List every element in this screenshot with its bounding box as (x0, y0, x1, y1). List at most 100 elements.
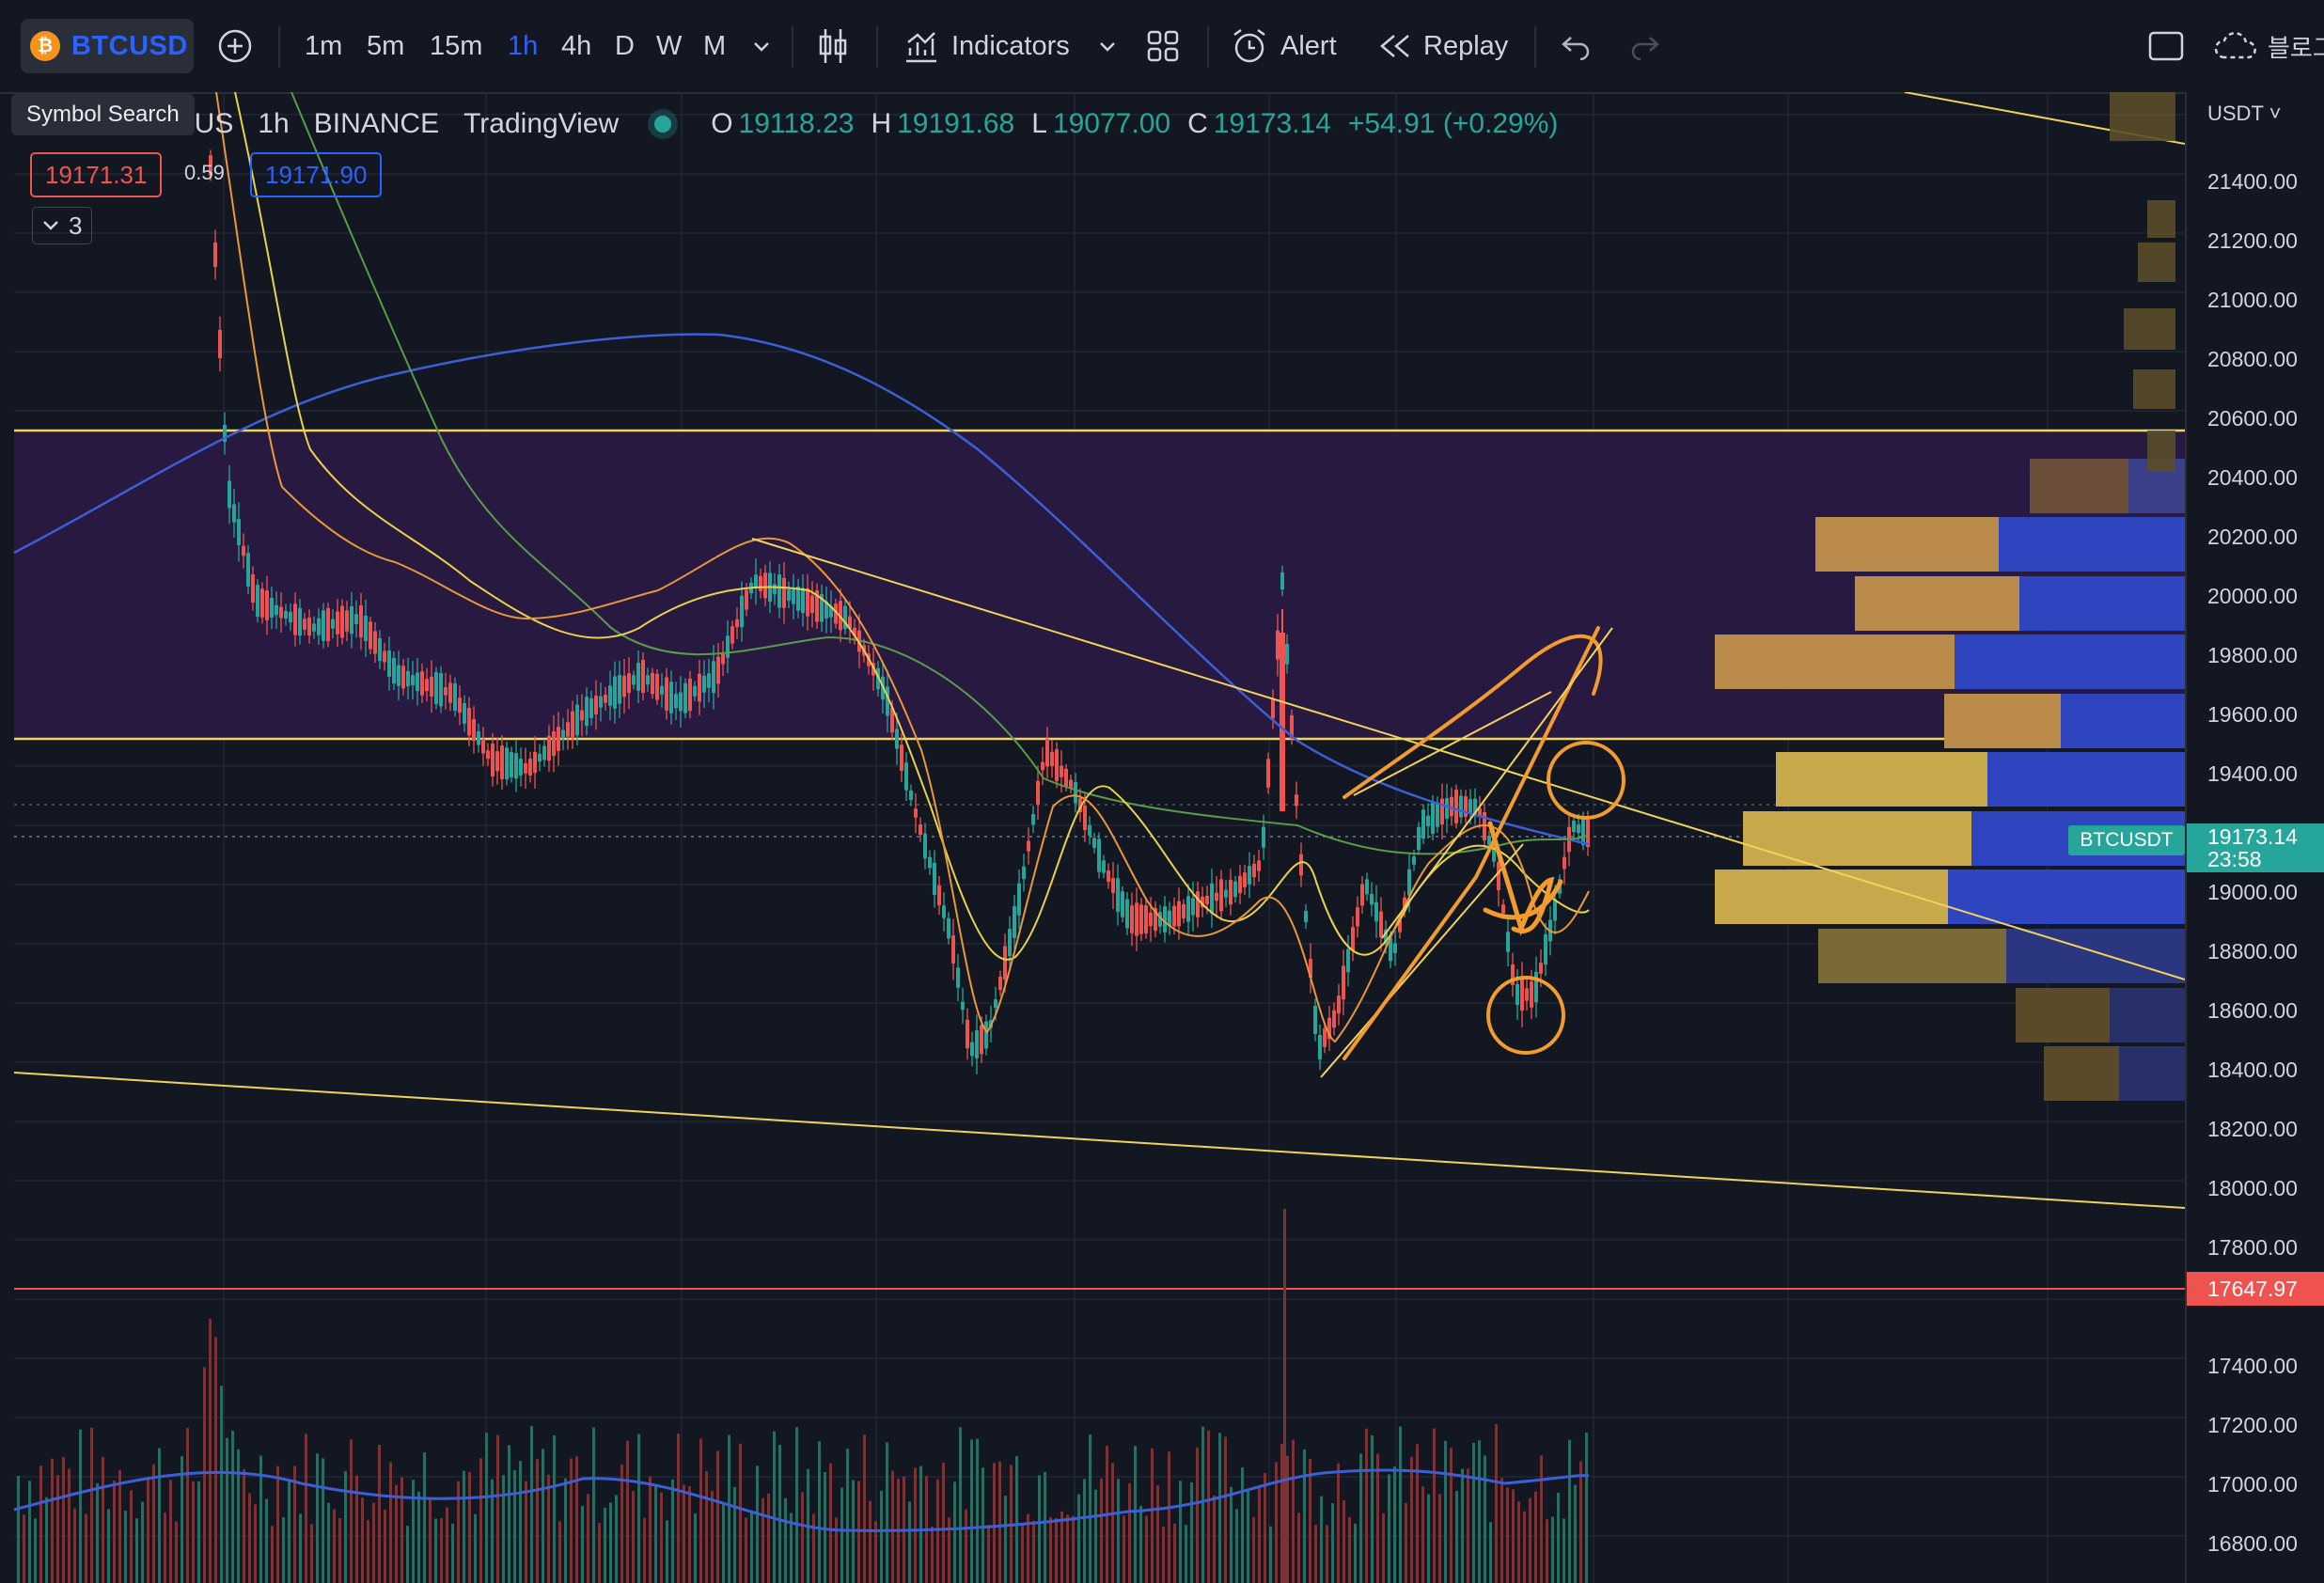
volume-bar (863, 1434, 866, 1583)
symbol-label: BTCUSD (71, 30, 188, 61)
candle-body (322, 610, 325, 641)
timeframe-15m[interactable]: 15m (430, 30, 483, 61)
sell-price-button[interactable]: 19171.31 (30, 152, 163, 197)
volume-bar (118, 1469, 121, 1583)
timeframe-1h[interactable]: 1h (508, 30, 539, 61)
candle-body (411, 675, 415, 686)
volume-bar (880, 1490, 883, 1583)
candle-body (702, 675, 706, 693)
timeframe-d[interactable]: D (615, 30, 635, 61)
candle-body (777, 574, 781, 608)
volume-bar (479, 1458, 482, 1583)
layout-grid-icon[interactable] (1145, 0, 1181, 92)
volume-bar (237, 1449, 240, 1583)
candle-body (378, 638, 382, 661)
volume-bar (626, 1440, 629, 1583)
volume-bar (570, 1458, 573, 1583)
candle-body (1191, 898, 1195, 916)
volume-bar (141, 1501, 144, 1583)
fullscreen-icon[interactable] (2147, 0, 2185, 92)
volume-bar (181, 1456, 183, 1583)
volume-bar (1484, 1455, 1486, 1583)
replay-button[interactable]: Replay (1378, 0, 1508, 92)
axis-label: 19800.00 (2207, 643, 2298, 667)
last-price: 19173.14 (2207, 824, 2298, 849)
volume-bar (90, 1427, 93, 1583)
alert-button[interactable]: Alert (1230, 0, 1337, 92)
volume-bar (857, 1481, 860, 1583)
compare-add-icon[interactable] (216, 0, 254, 92)
candle-body (820, 594, 824, 622)
volume-bar (835, 1517, 838, 1583)
publish-button[interactable]: 블로그 (2213, 0, 2324, 92)
chart-canvas[interactable] (0, 92, 2185, 1583)
axis-label: 19000.00 (2207, 880, 2298, 904)
redo-icon[interactable] (1628, 0, 1662, 92)
timeframe-m[interactable]: M (703, 30, 727, 61)
volume-bar (259, 1455, 262, 1583)
candle-body (937, 885, 941, 906)
volume-bar (615, 1495, 618, 1583)
price-axis[interactable]: USDT ˅ 21400.00 21200.00 21000.00 20800.… (2185, 92, 2324, 1583)
undo-icon[interactable] (1559, 0, 1593, 92)
top-toolbar: ₿ BTCUSD 1m 5m 15m 1h 4h D W M Indicator… (0, 0, 2324, 94)
volume-bar (192, 1481, 195, 1583)
market-status-dot[interactable] (654, 116, 672, 133)
candle-body (745, 589, 748, 610)
candle-body (1186, 896, 1190, 922)
candle-body (289, 611, 292, 623)
volume-bar (824, 1471, 826, 1583)
volume-profile-bar (2044, 1046, 2119, 1101)
volume-bar (102, 1457, 104, 1583)
volume-bar (1461, 1468, 1464, 1583)
indicators-button[interactable]: Indicators (903, 0, 1070, 92)
volume-bar (412, 1480, 415, 1583)
volume-bar (1151, 1448, 1154, 1583)
currency-label: USDT (2207, 102, 2264, 125)
timeframe-5m[interactable]: 5m (367, 30, 405, 61)
chevron-down-icon[interactable] (1096, 0, 1119, 92)
timeframe-w[interactable]: W (656, 30, 683, 61)
volume-bar (1399, 1426, 1402, 1583)
candle-body (1243, 872, 1247, 887)
collapse-count: 3 (69, 211, 83, 240)
candle-body (1577, 823, 1580, 834)
legend-interval[interactable]: 1h (258, 108, 290, 139)
indicators-collapse-button[interactable]: 3 (32, 207, 93, 244)
candle-body (919, 823, 922, 836)
volume-bar (1331, 1503, 1334, 1583)
candle-body (1210, 883, 1214, 914)
candle-body (472, 718, 476, 742)
candle-body (425, 679, 429, 692)
candle-body (1111, 878, 1115, 893)
volume-bar (231, 1431, 234, 1583)
volume-bar (891, 1470, 894, 1583)
candle-body (1304, 911, 1308, 922)
symbol-search-button[interactable]: ₿ BTCUSD (21, 19, 194, 73)
candles-icon[interactable] (816, 0, 850, 92)
volume-bar (666, 1520, 668, 1583)
candle-body (1403, 897, 1406, 912)
candle-body (1154, 907, 1157, 932)
volume-bar (948, 1517, 950, 1583)
volume-bar (96, 1482, 99, 1583)
volume-bar (1055, 1518, 1058, 1583)
timeframe-1m[interactable]: 1m (305, 30, 343, 61)
buy-price-button[interactable]: 19171.90 (250, 152, 383, 197)
volume-bar (1089, 1434, 1091, 1583)
candle-body (589, 697, 593, 718)
volume-bar (451, 1523, 454, 1583)
volume-bar (1472, 1442, 1475, 1583)
candle-body (1290, 714, 1294, 740)
candle-body (1139, 904, 1143, 934)
candle-body (260, 588, 264, 618)
legend-source: TradingView (463, 108, 620, 139)
volume-bar (333, 1509, 336, 1583)
separator (278, 26, 280, 68)
volume-bar (508, 1445, 510, 1583)
volume-bar (1100, 1478, 1103, 1583)
currency-selector[interactable]: USDT ˅ (2207, 102, 2281, 126)
timeframe-4h[interactable]: 4h (561, 30, 592, 61)
candle-body (613, 676, 617, 709)
chevron-down-icon[interactable] (750, 0, 773, 92)
